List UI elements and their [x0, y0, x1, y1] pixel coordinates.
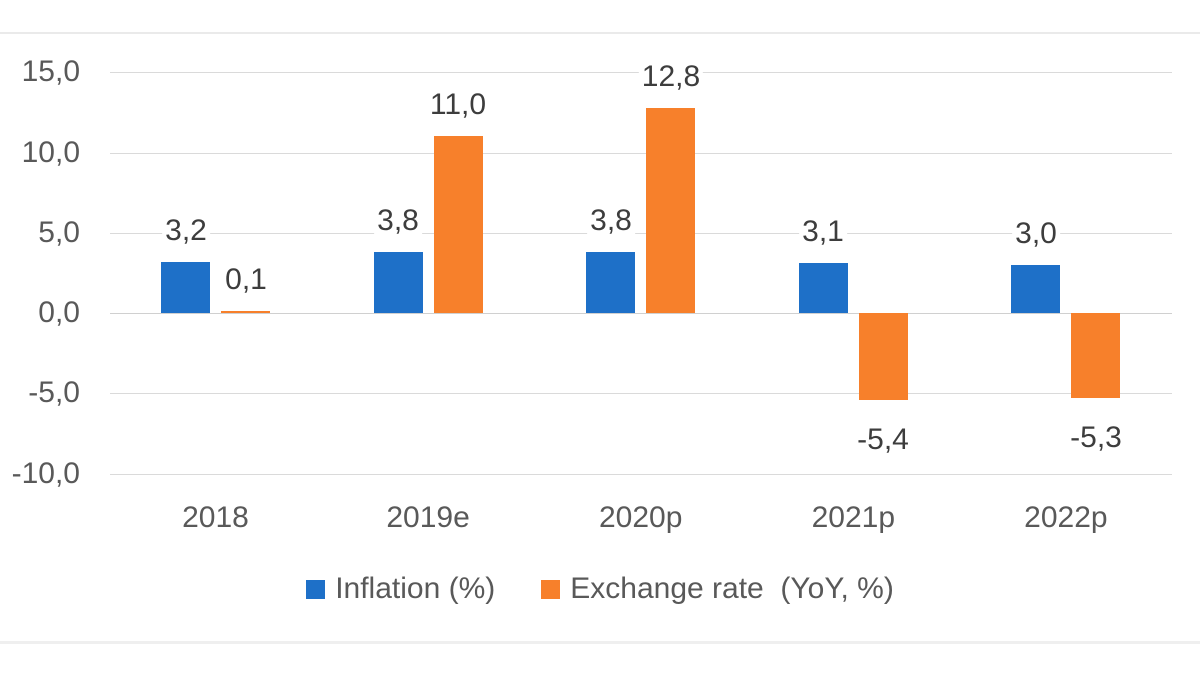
value-label-inflation: 3,8: [587, 204, 635, 238]
y-axis-tick-label: -10,0: [11, 457, 80, 490]
legend-label-exchange-rate: Exchange rate (YoY, %): [570, 572, 894, 605]
bar-inflation: [374, 252, 423, 313]
bottom-border-line: [0, 641, 1200, 644]
bar-exchange-rate: [434, 136, 483, 313]
y-axis-tick-label: 0,0: [38, 296, 80, 329]
value-label-exchange-rate: -5,4: [854, 423, 912, 457]
legend-item-exchange-rate: Exchange rate (YoY, %): [541, 571, 894, 607]
bar-exchange-rate: [646, 108, 695, 313]
bar-exchange-rate: [859, 313, 908, 400]
value-label-inflation: 3,0: [1012, 217, 1060, 251]
value-label-exchange-rate: -5,3: [1067, 421, 1125, 455]
exchange-rate-swatch-icon: [541, 579, 561, 599]
bar-inflation: [799, 263, 848, 313]
value-label-exchange-rate: 0,1: [222, 263, 270, 297]
value-label-exchange-rate: 12,8: [638, 60, 704, 94]
chart-legend: Inflation (%) Exchange rate (YoY, %): [0, 571, 1200, 607]
inflation-swatch-icon: [306, 579, 326, 599]
bar-exchange-rate: [221, 311, 270, 313]
bar-inflation: [586, 252, 635, 313]
category-label: 2021p: [811, 501, 896, 534]
gridline: [110, 393, 1172, 394]
category-label: 2018: [182, 501, 249, 534]
bar-exchange-rate: [1071, 313, 1120, 398]
y-axis-tick-label: 15,0: [21, 55, 80, 88]
y-axis-tick-label: -5,0: [28, 376, 80, 409]
category-label: 2022p: [1024, 501, 1108, 534]
legend-item-inflation: Inflation (%): [306, 571, 495, 607]
legend-label-inflation: Inflation (%): [335, 572, 496, 605]
top-border-line: [0, 32, 1200, 34]
category-label: 2019e: [386, 501, 470, 534]
gridline: [110, 474, 1172, 475]
bar-inflation: [1011, 265, 1060, 313]
value-label-inflation: 3,8: [374, 204, 422, 238]
value-label-exchange-rate: 11,0: [426, 88, 490, 122]
y-axis-tick-label: 10,0: [21, 136, 80, 169]
category-label: 2020p: [598, 501, 683, 534]
gridline: [110, 153, 1172, 154]
y-axis-tick-label: 5,0: [38, 216, 80, 249]
x-axis-line: [110, 313, 1172, 314]
value-label-inflation: 3,1: [799, 215, 847, 249]
bar-inflation: [161, 262, 210, 313]
value-label-inflation: 3,2: [162, 214, 210, 248]
gridline: [110, 233, 1172, 234]
